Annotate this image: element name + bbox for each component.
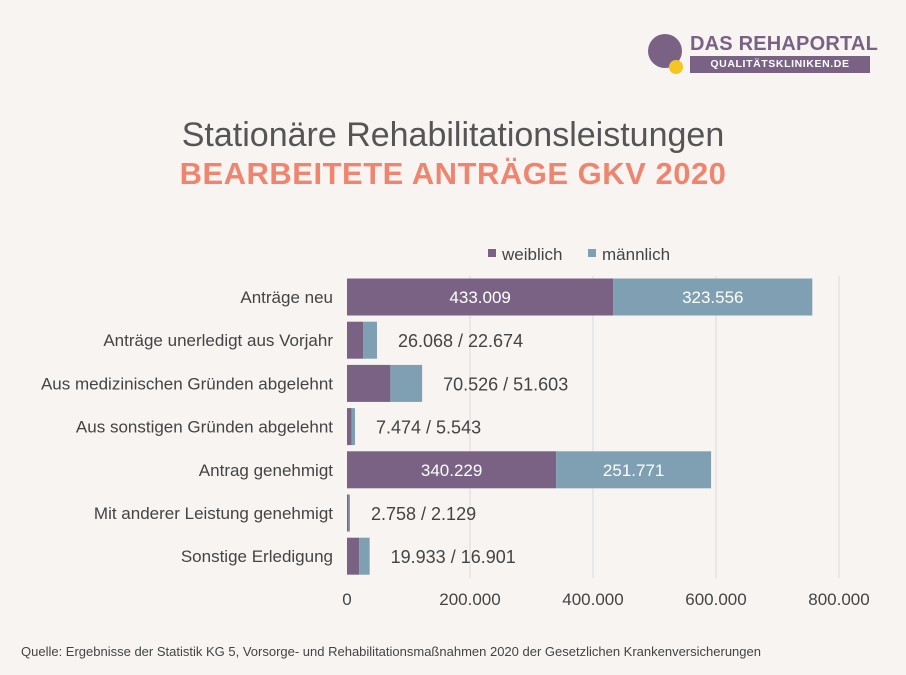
bar-weiblich [347, 494, 349, 532]
bar-weiblich [347, 408, 352, 446]
bar-maennlich [363, 321, 377, 359]
data-label-weiblich: 433.009 [449, 288, 510, 307]
category-label: Aus medizinischen Gründen abgelehnt [41, 374, 333, 393]
legend-swatch [588, 249, 596, 257]
category-label: Anträge neu [240, 288, 333, 307]
data-label: 7.474 / 5.543 [376, 418, 481, 438]
bar-maennlich [359, 537, 370, 575]
bar-weiblich [347, 537, 360, 575]
category-label: Sonstige Erledigung [181, 547, 333, 566]
chart-title: Stationäre Rehabilitationsleistungen [181, 116, 725, 154]
data-label: 2.758 / 2.129 [371, 504, 476, 524]
x-tick-label: 600.000 [685, 590, 746, 609]
bar-maennlich [556, 451, 712, 489]
bar-weiblich [347, 364, 391, 402]
bar-weiblich [347, 321, 364, 359]
legend-swatch [488, 249, 496, 257]
data-label: 19.933 / 16.901 [391, 547, 516, 567]
source-note: Quelle: Ergebnisse der Statistik KG 5, V… [21, 644, 761, 659]
data-label: 70.526 / 51.603 [443, 374, 568, 394]
bar-weiblich [347, 451, 557, 489]
data-label-weiblich: 340.229 [421, 461, 482, 480]
bar-maennlich [390, 364, 423, 402]
legend-label: männlich [602, 245, 670, 264]
bar-weiblich [347, 278, 614, 316]
logo: DAS REHAPORTAL QUALITÄTSKLINIKEN.DE [648, 30, 878, 76]
logo-title: DAS REHAPORTAL [690, 33, 878, 55]
x-tick-label: 200.000 [439, 590, 500, 609]
chart-subtitle: BEARBEITETE ANTRÄGE GKV 2020 [179, 156, 727, 191]
data-label: 26.068 / 22.674 [398, 331, 523, 351]
bar-maennlich [351, 408, 356, 446]
x-tick-label: 400.000 [562, 590, 623, 609]
bar-maennlich [348, 494, 351, 532]
bar-chart: 0 200.000 400.000 600.000 800.000 weiblich män… [41, 245, 870, 609]
bar-maennlich [613, 278, 813, 316]
category-label: Anträge unerledigt aus Vorjahr [103, 331, 333, 350]
data-label-maennlich: 323.556 [682, 288, 743, 307]
logo-subtitle: QUALITÄTSKLINIKEN.DE [690, 56, 870, 73]
x-tick-label: 800.000 [808, 590, 869, 609]
data-label-maennlich: 251.771 [603, 461, 664, 480]
legend-label: weiblich [501, 245, 562, 264]
x-tick-label: 0 [342, 590, 351, 609]
logo-dot-icon [669, 60, 683, 74]
category-label: Aus sonstigen Gründen abgelehnt [76, 418, 333, 437]
category-label: Mit anderer Leistung genehmigt [94, 504, 333, 523]
category-label: Antrag genehmigt [199, 461, 333, 480]
